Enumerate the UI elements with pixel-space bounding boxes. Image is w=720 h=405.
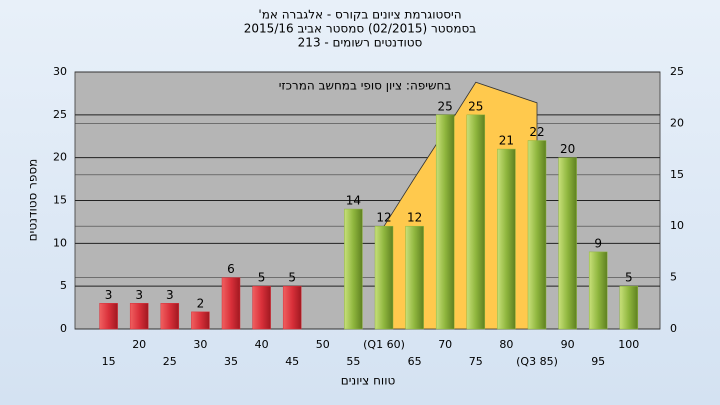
data-label: 12 xyxy=(376,211,391,225)
bar xyxy=(282,285,302,330)
data-label: 5 xyxy=(625,271,633,285)
x-tick-label: 100 xyxy=(618,338,639,351)
data-label: 12 xyxy=(407,211,422,225)
x-axis-label: טווח ציונים xyxy=(341,374,396,388)
x-tick-label: (Q1 60) xyxy=(363,338,405,351)
bar xyxy=(191,311,210,330)
annotation: בחשיפה: ציון סופי במחשב המרכזי xyxy=(279,79,452,93)
y-axis-label: מספר סטודנטים xyxy=(26,159,40,242)
chart-title: היסטוגרמת ציונים בקורס - אלגברה אמ' xyxy=(258,8,461,22)
y-tick-label: 25 xyxy=(53,108,67,121)
data-label: 20 xyxy=(560,142,575,156)
y-tick-label: 0 xyxy=(60,322,67,335)
y-tick-label: 15 xyxy=(53,194,67,207)
data-label: 5 xyxy=(288,271,296,285)
x-tick-label: 30 xyxy=(193,338,207,351)
bar xyxy=(558,157,577,330)
x-tick-label: 25 xyxy=(163,355,177,368)
bar xyxy=(497,148,516,330)
data-label: 22 xyxy=(529,125,544,139)
data-label: 9 xyxy=(594,236,602,250)
bar xyxy=(374,225,394,330)
bar xyxy=(252,285,271,330)
chart-subtitle: בסמסטר (02/2015) סמסטר אביב 2015/16 xyxy=(244,22,476,36)
bar xyxy=(405,225,424,330)
x-tick-label: 70 xyxy=(438,338,452,351)
y2-tick-label: 25 xyxy=(670,65,684,78)
y2-tick-label: 20 xyxy=(670,116,684,129)
x-tick-label: 95 xyxy=(591,355,605,368)
bar xyxy=(527,140,547,330)
y-tick-label: 10 xyxy=(53,236,67,249)
x-tick-label: 65 xyxy=(408,355,422,368)
x-tick-label: 75 xyxy=(469,355,483,368)
x-tick-label: 55 xyxy=(346,355,360,368)
y2-tick-label: 5 xyxy=(670,271,677,284)
x-tick-label: 50 xyxy=(316,338,330,351)
y-tick-label: 20 xyxy=(53,151,67,164)
x-tick-label: 45 xyxy=(285,355,299,368)
bar xyxy=(619,285,639,330)
data-label: 2 xyxy=(197,296,205,310)
x-tick-label: 40 xyxy=(255,338,269,351)
data-label: 25 xyxy=(438,99,453,113)
bar xyxy=(435,114,455,330)
x-tick-label: (Q3 85) xyxy=(516,355,558,368)
bar xyxy=(466,114,486,330)
y-tick-label: 30 xyxy=(53,65,67,78)
x-tick-label: 35 xyxy=(224,355,238,368)
bar xyxy=(588,251,608,330)
y-tick-label: 5 xyxy=(60,279,67,292)
bar xyxy=(99,303,118,330)
y2-tick-label: 15 xyxy=(670,168,684,181)
y2-tick-label: 0 xyxy=(670,322,677,335)
x-tick-label: 20 xyxy=(132,338,146,351)
data-label: 3 xyxy=(166,288,174,302)
x-tick-label: 90 xyxy=(561,338,575,351)
bar xyxy=(160,303,180,330)
data-label: 21 xyxy=(499,134,514,148)
bar xyxy=(344,208,363,330)
x-tick-label: 15 xyxy=(102,355,116,368)
data-label: 6 xyxy=(227,262,235,276)
bar xyxy=(129,303,149,330)
data-label: 3 xyxy=(105,288,113,302)
chart-subtitle: סטודנטים רשומים - 213 xyxy=(298,36,423,50)
data-label: 3 xyxy=(135,288,143,302)
data-label: 25 xyxy=(468,99,483,113)
x-tick-label: 80 xyxy=(499,338,513,351)
data-label: 14 xyxy=(346,194,361,208)
data-label: 5 xyxy=(258,271,266,285)
bar xyxy=(221,277,241,330)
y2-tick-label: 10 xyxy=(670,219,684,232)
